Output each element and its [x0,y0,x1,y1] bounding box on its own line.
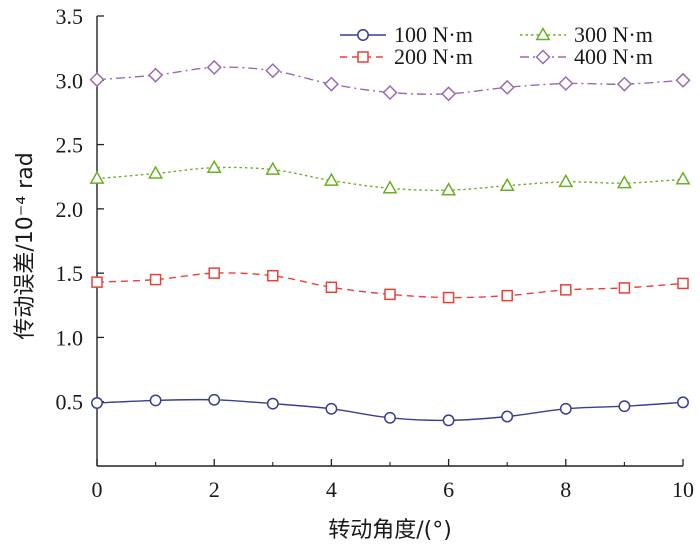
data-point [265,63,281,79]
legend-item: 400 N·m [520,44,653,69]
y-tick-label: 0.5 [56,390,84,415]
legend-marker [357,51,369,63]
data-point [558,173,574,188]
data-point [266,397,279,410]
data-point [441,86,457,102]
legend-item: 200 N·m [340,44,473,69]
data-point [91,397,103,409]
data-point [206,159,222,173]
data-point [558,75,574,92]
data-point [501,289,513,302]
x-axis-title: 转动角度/(°) [328,518,452,543]
data-point [616,175,632,189]
series-3 [89,59,691,102]
legend-label: 100 N·m [394,22,473,47]
data-point [618,400,631,413]
x-tick-label: 4 [326,477,337,502]
data-point [323,172,339,186]
data-point [677,277,689,290]
series-line [96,66,684,95]
data-point [89,170,105,184]
legend-marker [357,29,369,41]
legend-item: 300 N·m [520,22,653,47]
y-axis-title: 传动误差/10⁻⁴ rad [13,152,38,339]
data-point [616,76,632,92]
data-point [265,161,281,175]
x-tick-label: 0 [92,477,103,502]
legend-label: 200 N·m [394,44,473,69]
y-tick-label: 2.0 [56,197,84,222]
data-point [267,269,279,282]
data-point [325,281,338,294]
data-point [325,402,338,415]
data-point [323,76,339,92]
data-point [148,67,164,83]
y-tick-label: 1.5 [56,261,84,286]
data-point [441,182,457,196]
y-tick-label: 1.0 [56,325,84,350]
y-tick-label: 3.0 [56,68,84,93]
data-point [91,276,103,288]
series-1 [91,267,689,304]
data-point [89,72,105,88]
data-point [677,396,689,409]
x-tick-label: 10 [672,477,694,502]
legend-marker [535,49,551,65]
data-point [384,288,396,301]
plot-area: 0 2 4 6 8 10 0.5 1.0 1.5 2.0 2.5 3.0 3.5 [56,4,695,502]
data-point [149,273,162,286]
x-tick-label: 6 [443,477,454,502]
y-tick-label: 3.5 [56,4,84,29]
x-tick-label: 8 [560,477,571,502]
data-point [499,79,515,95]
data-point [675,171,691,185]
series-layer [89,59,691,427]
data-point [149,394,162,407]
data-point [442,291,455,304]
data-point [442,414,455,427]
y-axis-ticks: 0.5 1.0 1.5 2.0 2.5 3.0 3.5 [56,4,104,415]
data-point [501,410,514,423]
data-point [382,180,398,194]
data-point [675,72,691,88]
legend-label: 300 N·m [574,22,653,47]
data-point [208,393,221,406]
legend-label: 400 N·m [574,44,653,69]
series-line [96,272,684,299]
data-point [499,177,515,191]
data-point [560,284,572,296]
x-tick-label: 2 [209,477,220,502]
legend-item: 100 N·m [340,22,473,47]
series-line [96,166,684,192]
data-point [559,402,572,415]
data-point [384,411,396,424]
legend-marker [535,26,551,41]
data-point [148,165,164,179]
data-point [382,84,398,101]
series-2 [89,159,691,196]
data-point [206,59,222,75]
data-point [208,267,220,279]
y-tick-label: 2.5 [56,133,84,158]
series-0 [91,393,689,427]
x-axis-ticks: 0 2 4 6 8 10 [92,459,694,502]
data-point [618,282,631,294]
